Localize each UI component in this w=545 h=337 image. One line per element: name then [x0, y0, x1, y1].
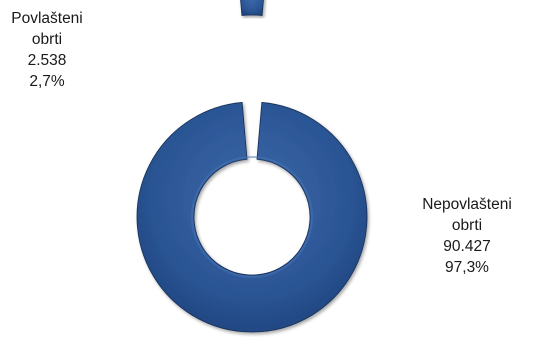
slice-percent-label: 97,3% [445, 259, 489, 276]
slice-label-line: Nepovlašteni [422, 196, 512, 213]
slice-povlasteni [240, 0, 264, 16]
slice-label-nepovlasteni: Nepovlašteni obrti 90.427 97,3% [392, 194, 542, 278]
slice-label-line: obrti [451, 217, 483, 234]
slice-value-label: 90.427 [443, 238, 491, 255]
slice-label-povlasteni: Povlašteni obrti 2.538 2,7% [0, 8, 94, 92]
slice-nepovlasteni [136, 101, 368, 333]
slice-label-line: obrti [31, 31, 63, 48]
slices-group [136, 0, 368, 333]
slice-label-line: Povlašteni [11, 10, 83, 27]
slice-percent-label: 2,7% [29, 73, 65, 90]
inner-ring-highlight [191, 156, 313, 278]
slice-value-label: 2.538 [27, 52, 67, 69]
